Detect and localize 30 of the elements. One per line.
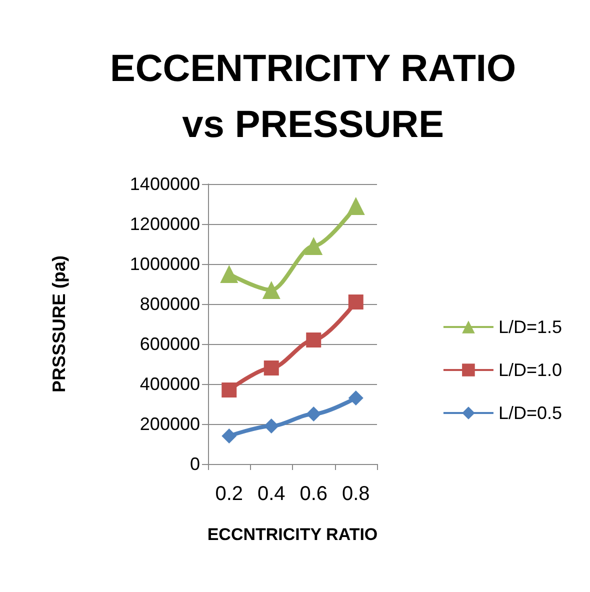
- x-tick-label: 0.2: [215, 483, 244, 505]
- point: [262, 281, 280, 299]
- legend-label: L/D=1.0: [498, 360, 562, 380]
- point: [348, 294, 364, 310]
- y-tick-label: 1000000: [130, 254, 200, 274]
- y-tick-label: 400000: [140, 374, 200, 394]
- x-axis-title: ECCNTRICITY RATIO: [207, 525, 378, 544]
- legend-label: L/D=1.5: [498, 317, 562, 337]
- point: [306, 332, 322, 348]
- y-tick-label: 200000: [140, 414, 200, 434]
- y-tick-label: 600000: [140, 334, 200, 354]
- y-tick-label: 1200000: [130, 214, 200, 234]
- point: [222, 382, 237, 398]
- x-tick-label: 0.8: [342, 483, 370, 505]
- chart-title: ECCENTRICITY RATIO vs PRESSURE: [110, 48, 516, 146]
- y-tick-label: 1400000: [130, 174, 200, 194]
- x-tick-label: 0.4: [257, 483, 286, 505]
- y-axis-title: PRSSSURE (pa): [49, 255, 69, 393]
- point: [306, 406, 322, 422]
- legend-label: L/D=0.5: [498, 403, 562, 423]
- x-tick-label: 0.6: [300, 483, 328, 505]
- point: [304, 237, 323, 255]
- point: [346, 197, 365, 215]
- point: [220, 265, 238, 283]
- y-tick-label: 800000: [140, 294, 200, 314]
- y-tick-label: 0: [190, 454, 200, 474]
- point: [264, 418, 279, 434]
- point: [264, 360, 279, 376]
- point: [348, 390, 364, 406]
- point: [222, 428, 237, 444]
